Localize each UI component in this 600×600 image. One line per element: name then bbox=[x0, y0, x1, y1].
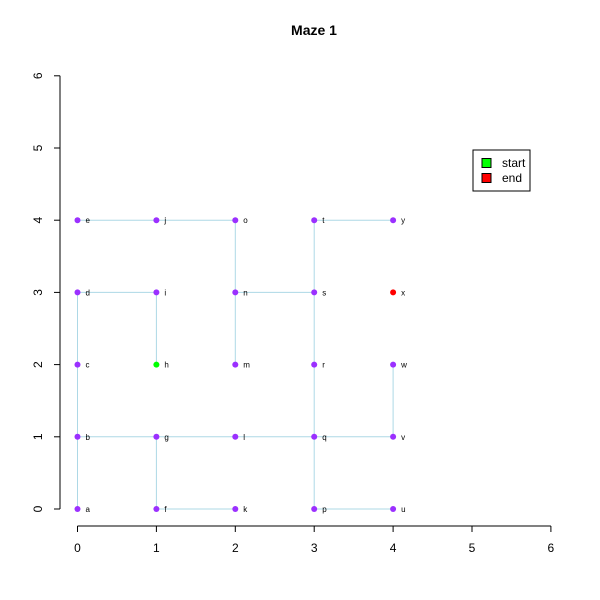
x-tick-label-4: 4 bbox=[390, 541, 397, 555]
node-h bbox=[153, 361, 160, 368]
node-label-b: b bbox=[86, 433, 91, 442]
axes: 0 1 2 3 4 5 6 0 1 2 3 4 5 6 bbox=[31, 72, 555, 555]
node-label-u: u bbox=[401, 505, 405, 514]
node-label-a: a bbox=[86, 505, 91, 514]
x-tick-label-5: 5 bbox=[469, 541, 476, 555]
node-l bbox=[232, 433, 239, 440]
node-x bbox=[390, 289, 397, 296]
node-label-d: d bbox=[86, 288, 90, 297]
node-label-x: x bbox=[401, 288, 405, 297]
y-tick-label-6: 6 bbox=[31, 72, 45, 79]
legend-label-end: end bbox=[502, 171, 522, 185]
node-label-p: p bbox=[322, 505, 327, 514]
node-label-k: k bbox=[243, 505, 248, 514]
legend-label-start: start bbox=[502, 156, 526, 170]
y-tick-label-1: 1 bbox=[31, 433, 45, 440]
x-tick-label-6: 6 bbox=[548, 541, 555, 555]
y-tick-label-2: 2 bbox=[31, 361, 45, 368]
y-tick-label-0: 0 bbox=[31, 505, 45, 512]
node-label-e: e bbox=[86, 216, 91, 225]
node-t bbox=[311, 217, 318, 224]
node-label-r: r bbox=[322, 361, 325, 370]
node-m bbox=[232, 361, 239, 368]
node-r bbox=[311, 361, 318, 368]
node-n bbox=[232, 289, 239, 296]
node-v bbox=[390, 433, 397, 440]
node-e bbox=[74, 217, 81, 224]
node-y bbox=[390, 217, 397, 224]
node-c bbox=[74, 361, 81, 368]
node-label-n: n bbox=[243, 288, 247, 297]
node-s bbox=[311, 289, 318, 296]
node-q bbox=[311, 433, 318, 440]
node-w bbox=[390, 361, 397, 368]
y-tick-label-5: 5 bbox=[31, 144, 45, 151]
node-u bbox=[390, 506, 397, 512]
node-label-c: c bbox=[86, 361, 90, 370]
node-f bbox=[153, 506, 160, 512]
node-a bbox=[74, 506, 81, 512]
node-label-w: w bbox=[400, 361, 407, 370]
x-tick-label-3: 3 bbox=[311, 541, 318, 555]
node-label-o: o bbox=[243, 216, 248, 225]
y-tick-label-3: 3 bbox=[31, 289, 45, 296]
node-label-l: l bbox=[243, 433, 245, 442]
node-j bbox=[153, 217, 160, 224]
legend-box bbox=[472, 149, 531, 192]
node-label-j: j bbox=[163, 216, 166, 225]
legend-swatch-start bbox=[481, 158, 492, 168]
chart-title: Maze 1 bbox=[291, 22, 337, 38]
node-label-v: v bbox=[401, 433, 405, 442]
node-o bbox=[232, 217, 239, 224]
node-label-s: s bbox=[322, 288, 326, 297]
node-labels: a b c d e f g h i j k l m n o p q r s t u v w x y bbox=[86, 216, 408, 514]
node-label-i: i bbox=[164, 288, 166, 297]
node-label-y: y bbox=[401, 216, 405, 225]
node-label-m: m bbox=[243, 361, 250, 370]
node-label-h: h bbox=[164, 361, 168, 370]
maze-edges bbox=[77, 219, 394, 510]
node-d bbox=[74, 289, 81, 296]
maze-nodes bbox=[74, 217, 397, 512]
node-g bbox=[153, 433, 160, 440]
node-p bbox=[311, 506, 318, 512]
legend-swatch-end bbox=[481, 173, 492, 183]
node-label-t: t bbox=[322, 216, 325, 225]
node-b bbox=[74, 433, 81, 440]
node-k bbox=[232, 506, 239, 512]
node-label-f: f bbox=[164, 505, 167, 514]
node-label-q: q bbox=[322, 433, 326, 442]
x-tick-label-1: 1 bbox=[153, 541, 160, 555]
x-tick-label-2: 2 bbox=[232, 541, 239, 555]
node-i bbox=[153, 289, 160, 296]
node-label-g: g bbox=[164, 433, 168, 442]
x-tick-label-0: 0 bbox=[74, 541, 81, 555]
y-tick-label-4: 4 bbox=[31, 217, 45, 224]
